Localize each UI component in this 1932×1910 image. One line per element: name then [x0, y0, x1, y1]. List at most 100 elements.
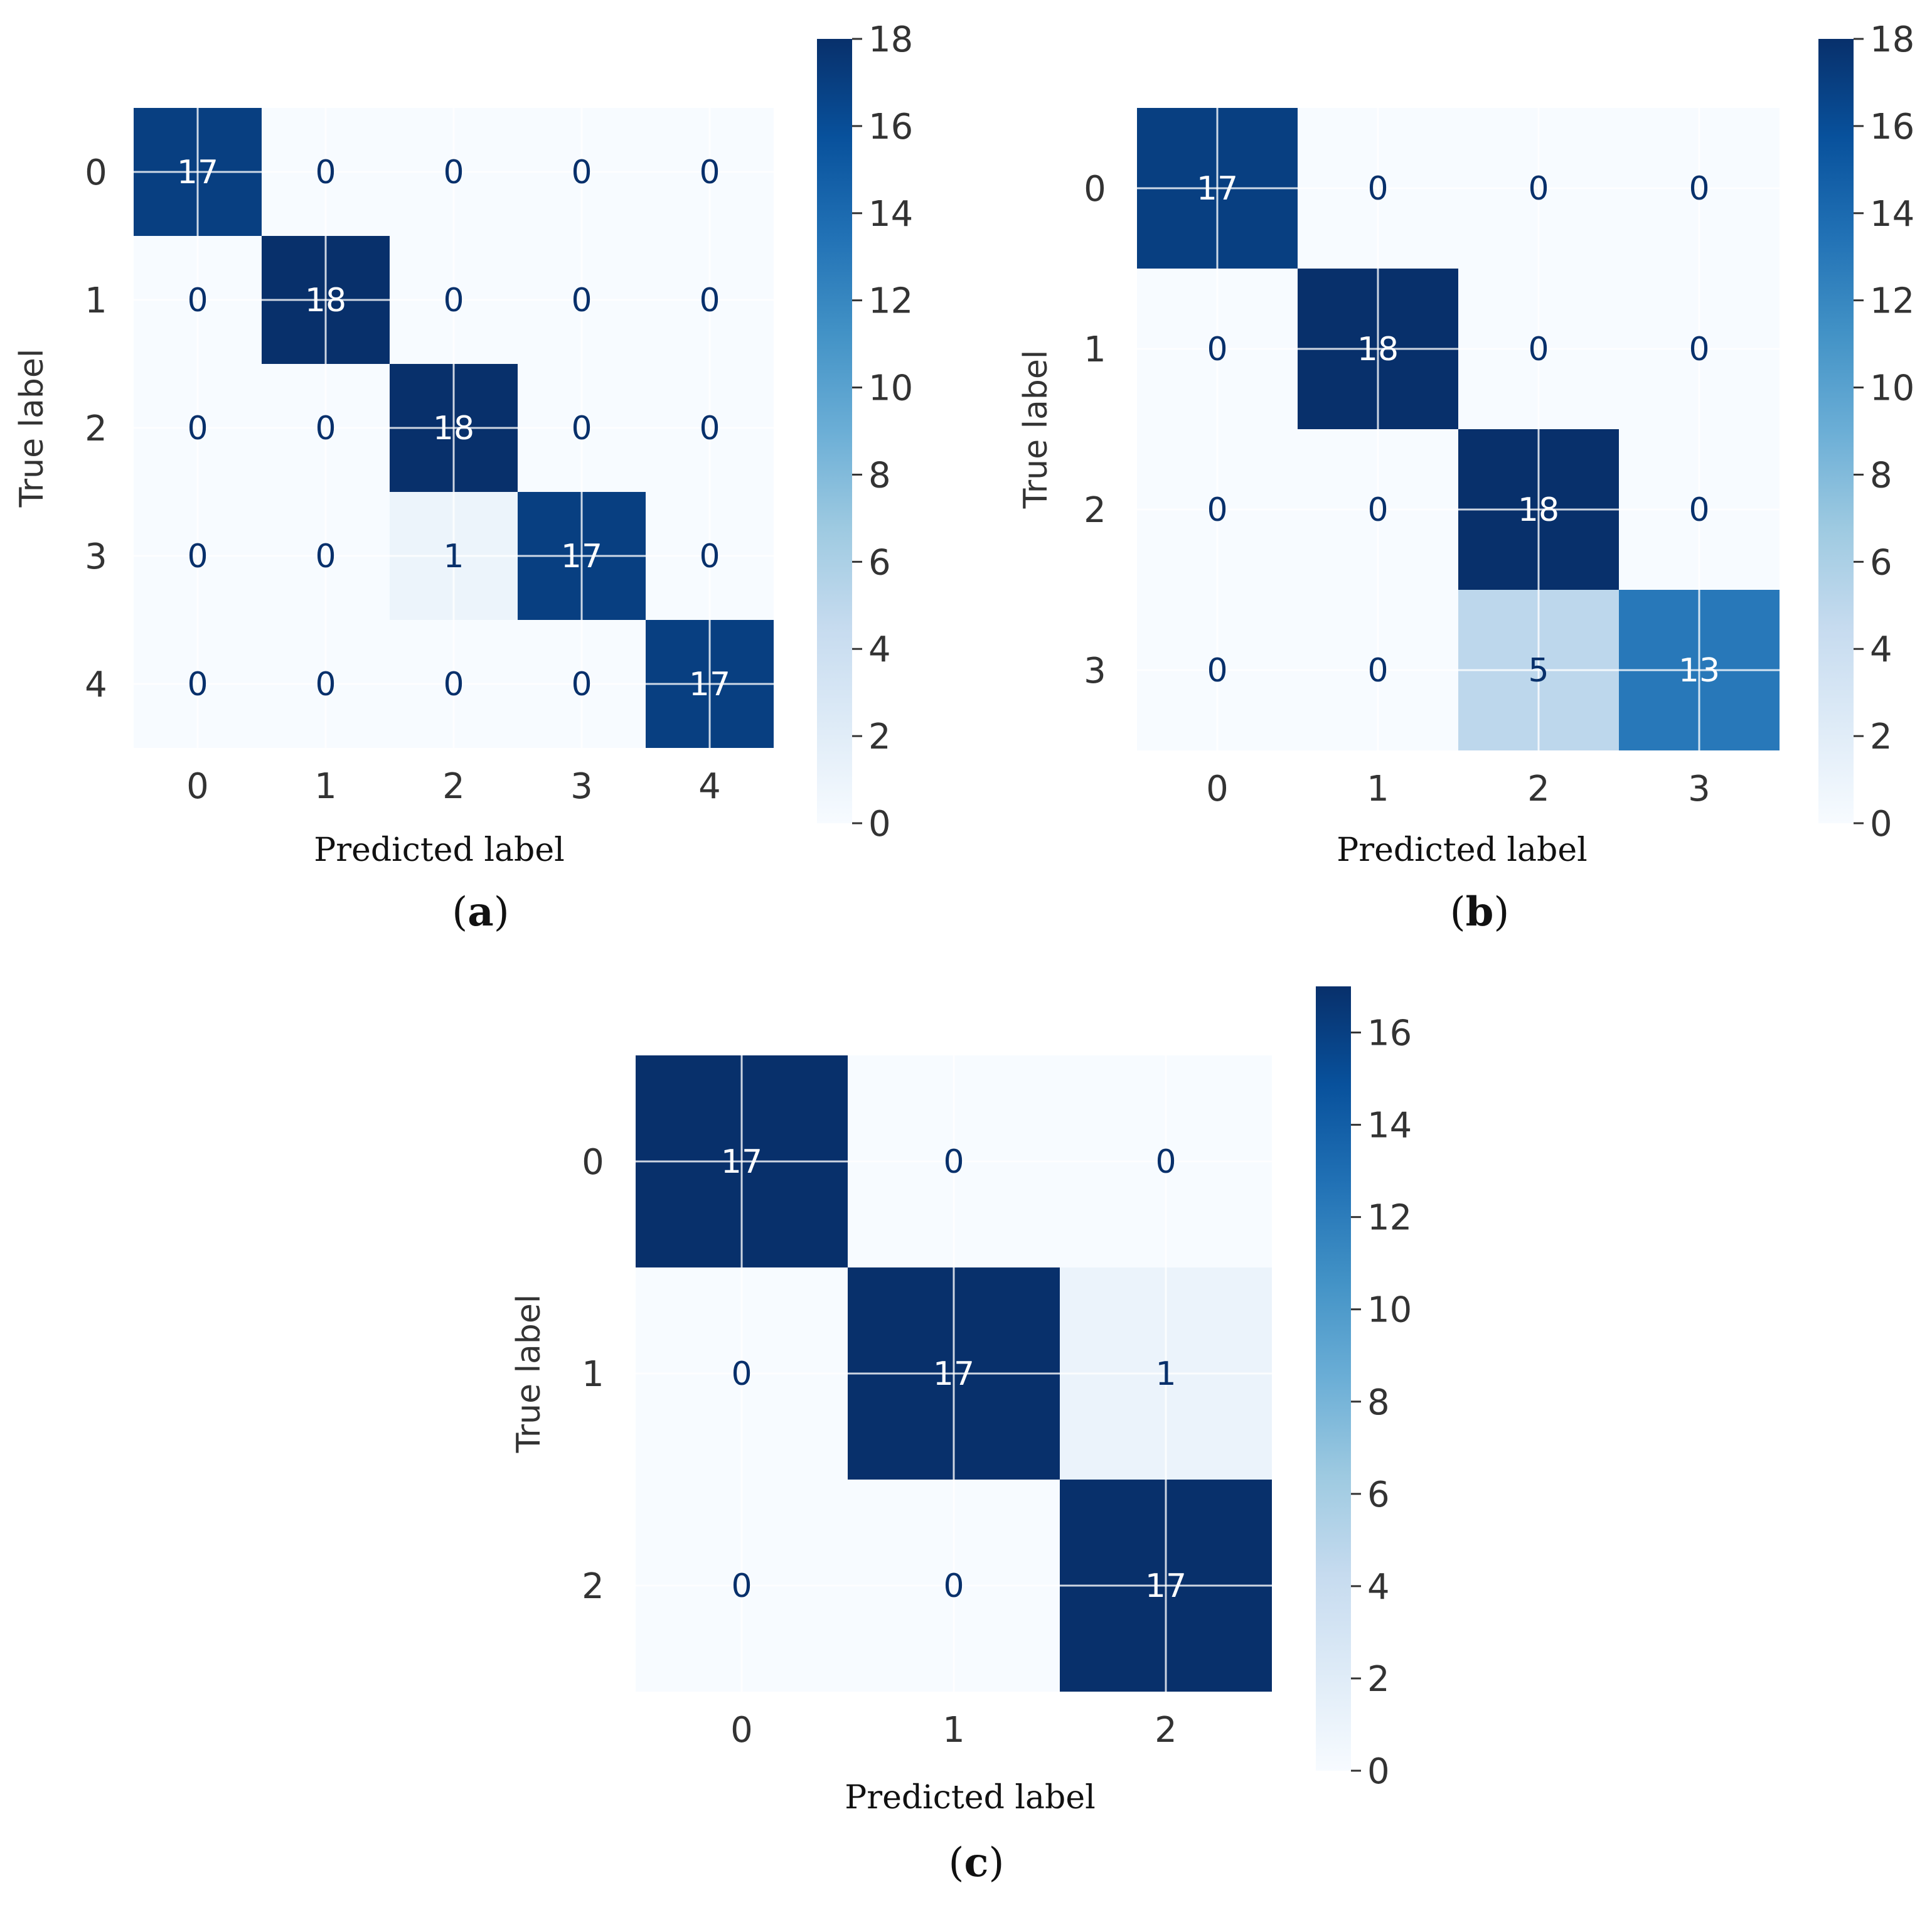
colorbar-tick-label: 12: [1870, 281, 1914, 322]
panel-label-paren-open: (: [1450, 889, 1466, 936]
cell-value-label: 0: [187, 666, 208, 703]
panel-label-paren-close: ): [988, 1840, 1004, 1886]
colorbar-tick-label: 10: [868, 368, 913, 409]
x-tick-label: 3: [570, 766, 593, 807]
colorbar-tick-label: 6: [1870, 542, 1892, 583]
cell-value-label: 0: [699, 282, 720, 319]
y-axis-label: True label: [13, 349, 51, 508]
y-tick-label: 3: [85, 536, 107, 577]
x-tick-label: 0: [1206, 769, 1229, 809]
x-tick-label: 0: [186, 766, 209, 807]
cell-value-label: 0: [1528, 331, 1549, 368]
cell-value-label: 0: [315, 154, 336, 191]
colorbar-tick-label: 0: [868, 804, 891, 845]
x-tick-label: 4: [698, 766, 721, 807]
cell-value-label: 0: [731, 1567, 752, 1605]
cell-value-label: 0: [571, 154, 592, 191]
cell-value-label: 0: [1367, 170, 1388, 208]
cell-value-label: 18: [305, 282, 346, 319]
panel-label-letter: c: [964, 1839, 989, 1886]
y-tick-label: 4: [85, 664, 107, 705]
cell-value-label: 0: [1528, 170, 1549, 208]
colorbar-tick-label: 14: [1870, 194, 1914, 235]
colorbar-tick-label: 4: [868, 629, 891, 670]
cell-value-label: 1: [443, 538, 464, 575]
cell-value-label: 0: [943, 1143, 964, 1181]
colorbar-tick-label: 18: [1870, 19, 1914, 60]
cell-value-label: 18: [433, 410, 474, 447]
panel-label-paren-open: (: [452, 889, 467, 936]
colorbar-tick-label: 16: [1367, 1013, 1412, 1054]
cell-value-label: 0: [443, 154, 464, 191]
colorbar-tick-label: 6: [868, 542, 891, 583]
cell-value-label: 0: [187, 410, 208, 447]
colorbar-tick-label: 8: [868, 455, 891, 496]
y-tick-label: 1: [85, 280, 107, 321]
cell-value-label: 0: [1367, 491, 1388, 529]
y-tick-label: 0: [85, 152, 107, 193]
colorbar-tick-label: 16: [868, 107, 913, 147]
colorbar-tick-label: 6: [1367, 1475, 1390, 1515]
colorbar-tick-label: 0: [1367, 1751, 1390, 1792]
y-axis-label: True label: [510, 1294, 548, 1454]
cell-value-label: 0: [315, 410, 336, 447]
cell-value-label: 0: [731, 1355, 752, 1393]
y-tick-label: 2: [582, 1566, 604, 1607]
colorbar-tick-label: 4: [1870, 629, 1892, 670]
x-axis-label: Predicted label: [845, 1779, 1095, 1817]
colorbar-tick-label: 8: [1367, 1382, 1390, 1423]
cell-value-label: 0: [315, 666, 336, 703]
cell-value-label: 17: [1197, 170, 1238, 208]
panel-label-letter: a: [467, 888, 493, 936]
panel-label-paren-close: ): [494, 889, 510, 936]
colorbar-tick-label: 2: [1870, 717, 1892, 757]
y-tick-label: 2: [1084, 490, 1106, 531]
cell-value-label: 17: [561, 538, 602, 575]
cell-value-label: 0: [1689, 331, 1709, 368]
cell-value-label: 17: [1145, 1567, 1187, 1605]
y-tick-label: 2: [85, 408, 107, 449]
cell-value-label: 18: [1357, 331, 1399, 368]
cell-value-label: 0: [187, 538, 208, 575]
cell-value-label: 17: [933, 1355, 974, 1393]
cell-value-label: 0: [1155, 1143, 1176, 1181]
colorbar-tick-label: 10: [1870, 368, 1914, 409]
cell-value-label: 0: [1689, 491, 1709, 529]
y-tick-label: 1: [1084, 329, 1106, 370]
colorbar-tick-label: 14: [1367, 1106, 1412, 1146]
panel-label-paren-close: ): [1493, 889, 1509, 936]
panel-label-letter: b: [1466, 888, 1494, 936]
colorbar-tick-label: 2: [868, 717, 891, 757]
cell-value-label: 0: [443, 666, 464, 703]
x-tick-label: 2: [1527, 769, 1550, 809]
x-tick-label: 3: [1688, 769, 1711, 809]
cell-value-label: 17: [177, 154, 218, 191]
x-tick-label: 1: [1367, 769, 1389, 809]
panel-label: (a): [452, 888, 509, 936]
cell-value-label: 5: [1528, 652, 1549, 690]
colorbar-tick-label: 16: [1870, 107, 1914, 147]
y-tick-label: 0: [1084, 169, 1106, 210]
y-axis-label: True label: [1017, 350, 1055, 510]
x-tick-label: 2: [1155, 1710, 1177, 1751]
cell-value-label: 0: [1207, 652, 1227, 690]
cell-value-label: 17: [721, 1143, 762, 1181]
cell-value-label: 0: [315, 538, 336, 575]
panel-label-paren-open: (: [949, 1840, 964, 1886]
colorbar: [817, 39, 852, 823]
x-tick-label: 1: [314, 766, 337, 807]
colorbar-tick-label: 2: [1367, 1659, 1390, 1700]
cell-value-label: 0: [571, 410, 592, 447]
colorbar-tick-label: 10: [1367, 1290, 1412, 1331]
colorbar-tick-label: 14: [868, 194, 913, 235]
confusion-matrix-a: 17 0 0 0 00 18 0 0 00 0 18 0 00 0 1 17 00 0 0 0 170011223344…: [13, 19, 913, 936]
cell-value-label: 17: [689, 666, 730, 703]
colorbar-tick-label: 12: [1367, 1198, 1412, 1239]
cell-value-label: 0: [571, 666, 592, 703]
colorbar: [1818, 39, 1854, 823]
colorbar-tick-label: 18: [868, 19, 913, 60]
cell-value-label: 0: [1367, 652, 1388, 690]
